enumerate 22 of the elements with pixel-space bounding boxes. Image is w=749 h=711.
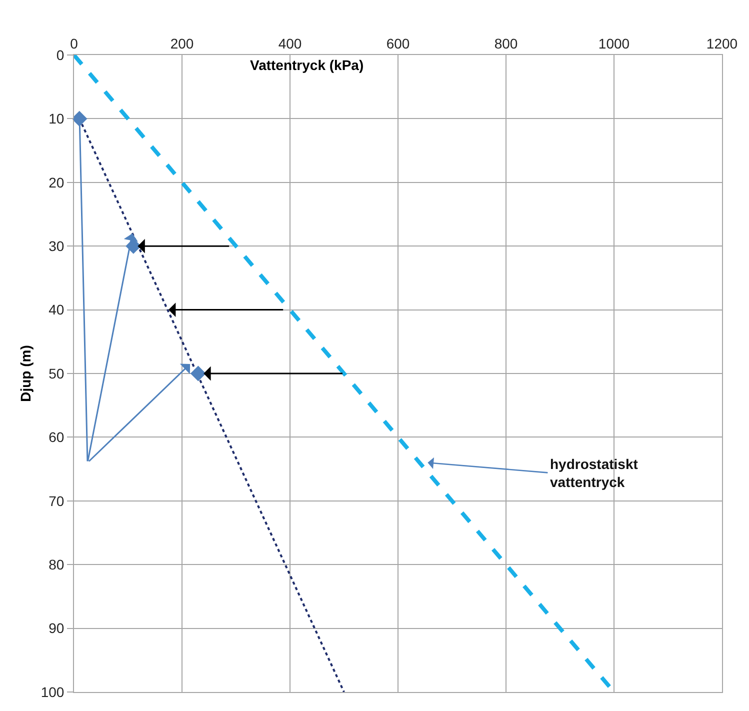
y-tick-label: 90: [48, 620, 64, 636]
x-tick-label: 400: [278, 35, 302, 52]
x-tick-label: 1200: [706, 35, 738, 52]
x-tick-label: 600: [386, 35, 410, 52]
y-tick-label: 0: [56, 46, 64, 63]
annotation: hydrostatiskt vattentryck: [550, 456, 638, 490]
point: [190, 366, 206, 382]
x-tick-label: 200: [170, 35, 194, 52]
y-tick-label: 70: [48, 492, 64, 509]
y-tick-label: 40: [48, 302, 64, 318]
y-tick-label: 20: [48, 174, 64, 190]
x-axis-title: Vattentryck (kPa): [250, 57, 364, 73]
x-tick-label: 800: [494, 35, 518, 52]
y-tick-label: 100: [40, 684, 64, 700]
y-tick-label: 60: [48, 429, 64, 446]
y-tick-label: 30: [48, 238, 64, 254]
y-tick-label: 50: [48, 365, 64, 382]
y-axis-title: Djup (m): [17, 345, 34, 402]
y-tick-label: 80: [48, 556, 64, 572]
x-tick-label: 0: [70, 35, 78, 52]
y-tick-label: 10: [48, 110, 64, 127]
x-tick-label: 1000: [598, 35, 630, 52]
